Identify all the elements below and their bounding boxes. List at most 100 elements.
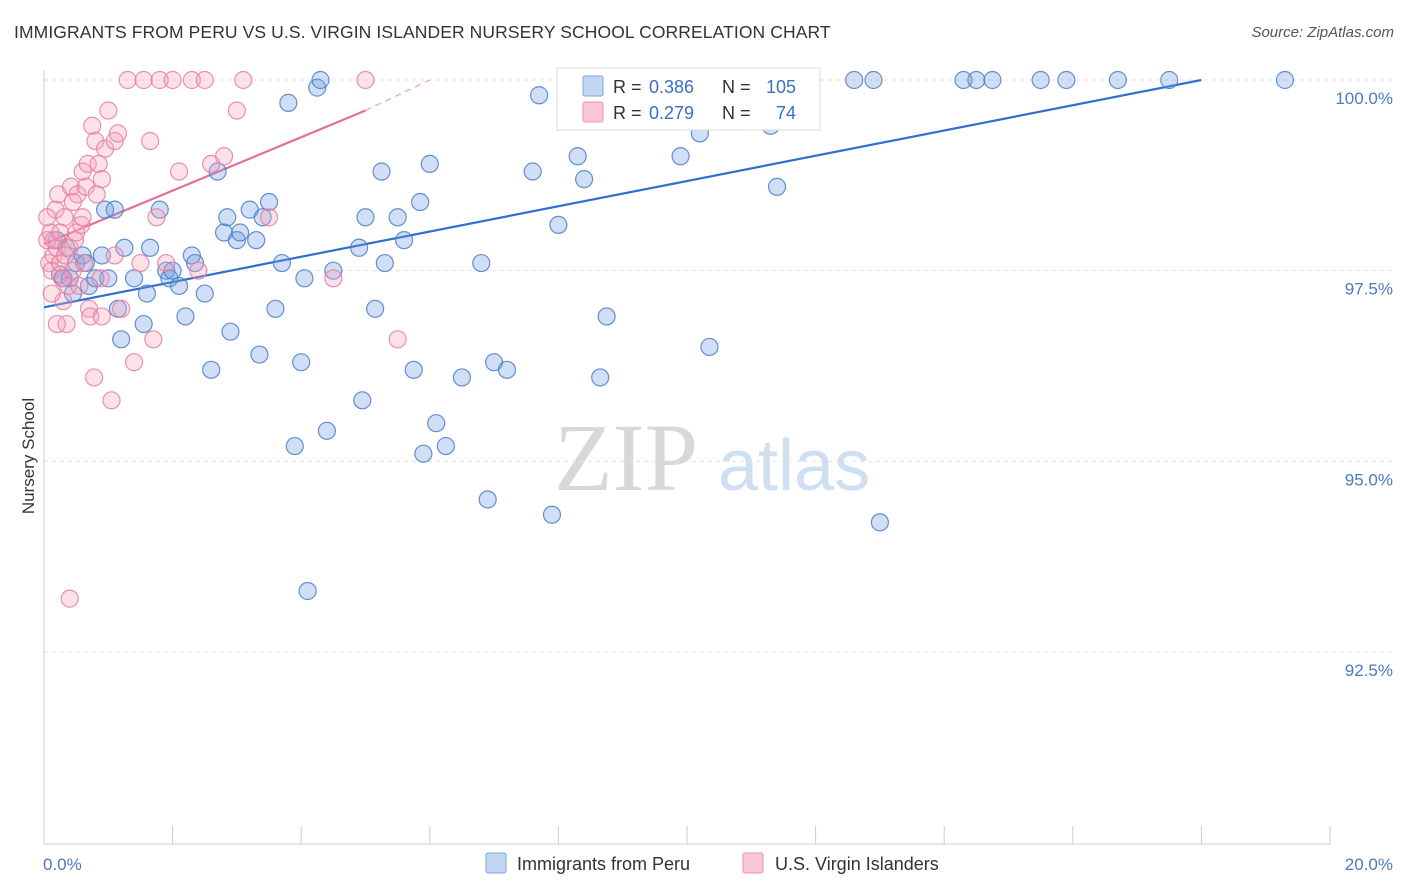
point-virgin-islanders (83, 116, 102, 135)
point-peru (176, 307, 195, 326)
point-peru (349, 238, 369, 257)
legend-r-label-virgin-islanders: R = (613, 103, 642, 123)
axes: 92.5% 95.0% 97.5% 100.0% (43, 70, 1393, 845)
point-peru (169, 276, 189, 296)
point-virgin-islanders (86, 131, 105, 151)
point-peru (231, 223, 250, 242)
series-legend: Immigrants from Peru U.S. Virgin Islande… (485, 852, 939, 874)
point-virgin-islanders (144, 330, 163, 349)
point-virgin-islanders (189, 261, 208, 280)
point-virgin-islanders (214, 147, 234, 166)
point-peru (497, 360, 517, 379)
point-peru (99, 269, 118, 288)
legend-n-value-virgin-islanders: 74 (776, 103, 796, 123)
point-peru (420, 154, 439, 173)
trend-lines (43, 78, 1202, 309)
point-virgin-islanders (61, 177, 81, 196)
point-virgin-islanders (73, 208, 92, 227)
point-peru (845, 70, 864, 90)
point-peru (86, 269, 105, 288)
point-peru (221, 322, 240, 341)
point-peru (218, 208, 237, 227)
legend-r-value-virgin-islanders: 0.279 (649, 103, 694, 123)
point-peru (208, 162, 227, 181)
point-virgin-islanders (169, 162, 189, 181)
point-peru (195, 284, 214, 303)
grid-lines (44, 79, 1392, 653)
point-virgin-islanders (92, 170, 111, 189)
point-peru (478, 490, 497, 509)
y-tick-label: 100.0% (1335, 89, 1393, 108)
point-peru (1031, 70, 1050, 90)
point-virgin-islanders (124, 353, 144, 372)
bottom-legend-swatch-virgin-islanders (742, 852, 764, 874)
point-peru (1275, 70, 1295, 90)
point-virgin-islanders (91, 269, 110, 288)
point-peru (115, 238, 134, 257)
point-virgin-islanders (42, 284, 61, 303)
point-peru (436, 436, 455, 456)
point-peru (700, 337, 719, 357)
point-peru (472, 253, 491, 273)
point-peru (285, 436, 304, 456)
point-peru (394, 231, 414, 250)
point-virgin-islanders (38, 208, 57, 227)
point-virgin-islanders (112, 299, 131, 318)
point-virgin-islanders (259, 208, 279, 227)
point-virgin-islanders (134, 70, 153, 90)
trend-line-virgin-islanders-extension (365, 79, 431, 112)
point-virgin-islanders (182, 70, 201, 90)
point-peru (298, 581, 317, 601)
point-peru (259, 192, 279, 212)
point-peru (870, 513, 890, 532)
point-peru (864, 70, 883, 90)
point-peru (105, 200, 124, 219)
point-virgin-islanders (74, 253, 93, 273)
point-virgin-islanders (157, 253, 176, 273)
point-peru (366, 299, 385, 318)
point-virgin-islanders (140, 131, 160, 151)
point-peru (542, 505, 562, 524)
point-peru (671, 147, 690, 166)
point-virgin-islanders (147, 208, 166, 227)
point-peru (311, 70, 330, 90)
legend-n-label-peru: N = (722, 77, 751, 97)
data-points (38, 70, 1295, 608)
point-virgin-islanders (105, 246, 124, 265)
point-virgin-islanders (324, 269, 343, 288)
point-peru (112, 330, 131, 349)
point-virgin-islanders (87, 185, 106, 204)
point-peru (1108, 70, 1127, 90)
point-peru (411, 192, 430, 212)
point-peru (253, 208, 272, 227)
point-peru (324, 261, 343, 280)
point-peru (388, 208, 407, 227)
point-virgin-islanders (234, 70, 253, 90)
point-peru (356, 208, 375, 227)
point-virgin-islanders (108, 124, 128, 143)
point-peru (414, 444, 433, 463)
point-peru (134, 314, 153, 334)
point-peru (575, 170, 594, 189)
point-peru (983, 70, 1002, 90)
bottom-legend-label-virgin-islanders: U.S. Virgin Islanders (775, 854, 939, 874)
point-peru (1057, 70, 1076, 90)
point-peru (137, 284, 156, 303)
point-virgin-islanders (57, 314, 76, 334)
point-peru (353, 391, 372, 410)
point-virgin-islanders (131, 253, 150, 273)
point-peru (523, 162, 542, 181)
legend-swatch-peru (582, 75, 604, 97)
watermark-atlas: atlas (718, 426, 870, 506)
trend-line-peru (43, 78, 1202, 309)
chart-title: IMMIGRANTS FROM PERU VS U.S. VIRGIN ISLA… (14, 22, 831, 42)
point-virgin-islanders (102, 391, 121, 410)
legend-n-label-virgin-islanders: N = (722, 103, 751, 123)
bottom-legend-label-peru: Immigrants from Peru (517, 854, 690, 874)
point-peru (247, 231, 266, 250)
point-peru (452, 368, 472, 387)
watermark-zip: ZIP (554, 404, 698, 511)
point-peru (549, 215, 568, 235)
point-virgin-islanders (55, 208, 74, 227)
y-tick-label: 92.5% (1345, 661, 1393, 680)
